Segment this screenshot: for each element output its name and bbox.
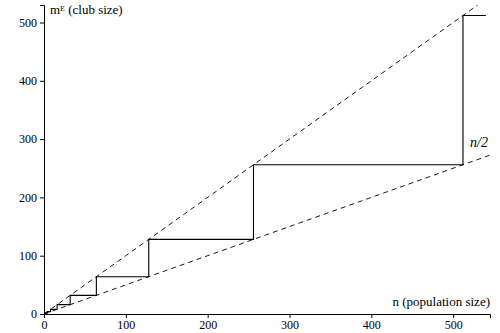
x-axis-line [45,315,491,319]
y-tick-mark [40,197,44,198]
x-tick-label: 100 [117,318,135,332]
x-axis: 0 100 200 300 400 500 [42,314,491,332]
step-line [45,15,486,313]
x-tick: 200 [199,314,217,332]
y-tick-mark [40,314,44,315]
y-tick: 300 [19,132,44,146]
y-axis-title: mᴱ (club size) [50,2,123,17]
x-tick-label: 200 [199,318,217,332]
x-tick: 300 [281,314,299,332]
y-tick-mark [40,22,44,23]
y-tick-mark [40,139,44,140]
y-tick: 500 [19,16,44,30]
y-tick: 200 [19,191,44,205]
x-tick-label: 400 [363,318,381,332]
reference-line [44,5,478,314]
x-tick-label: 300 [281,318,299,332]
y-tick-label: 500 [19,16,37,30]
chart: 01002003004005000100200300400500nn/2mᴱ (… [0,0,500,333]
y-tick-label: 200 [19,191,37,205]
y-axis: 0 100 200 300 400 500 [19,6,45,322]
x-tick: 0 [42,314,48,332]
x-tick: 100 [117,314,135,332]
x-tick-label: 0 [42,318,48,332]
reference-line [44,155,490,314]
y-axis-line [40,6,45,315]
y-tick-label: 0 [31,307,37,321]
plot: 01002003004005000100200300400500nn/2mᴱ (… [19,0,491,332]
y-tick-label: 400 [19,74,37,88]
x-tick: 400 [363,314,381,332]
y-tick: 100 [19,249,44,263]
line-label: n/2 [470,135,488,150]
x-axis-title: n (population size) [393,294,490,309]
y-tick: 400 [19,74,44,88]
y-tick-mark [40,81,44,82]
y-tick-mark [40,256,44,257]
y-tick: 0 [31,307,44,321]
y-tick-label: 100 [19,249,37,263]
y-tick-label: 300 [19,132,37,146]
x-tick-label: 500 [445,318,463,332]
x-tick: 500 [445,314,463,332]
marks [44,5,490,314]
